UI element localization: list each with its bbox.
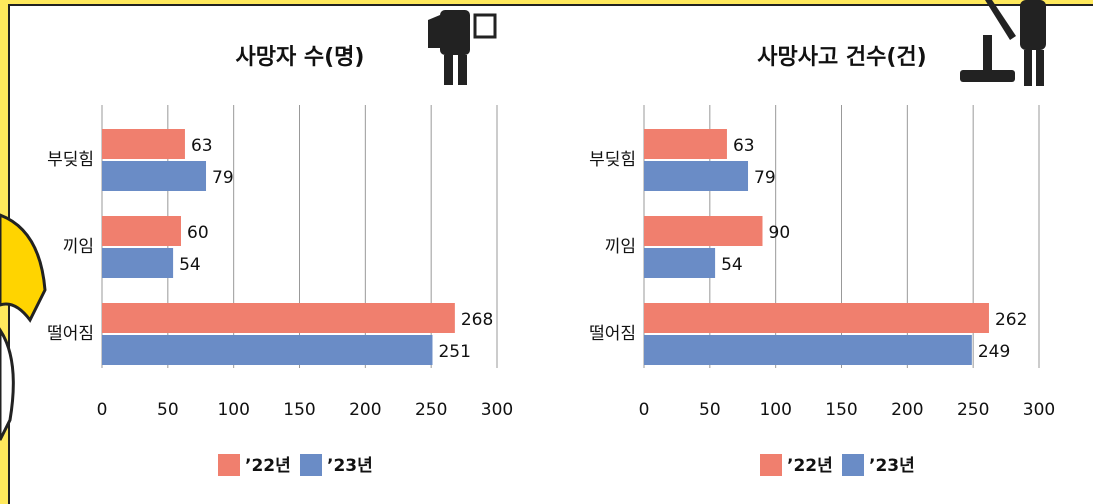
data-label: 251 bbox=[438, 342, 470, 362]
bar bbox=[102, 161, 206, 191]
legend-swatch bbox=[760, 454, 782, 476]
bar bbox=[644, 303, 989, 333]
x-tick-label: 300 bbox=[1023, 400, 1055, 420]
legend-swatch bbox=[300, 454, 322, 476]
x-tick-label: 250 bbox=[957, 400, 989, 420]
x-tick-label: 0 bbox=[97, 400, 108, 420]
bar bbox=[102, 335, 432, 365]
bar bbox=[102, 129, 185, 159]
legend-label: ’22년 bbox=[787, 456, 833, 476]
data-label: 268 bbox=[461, 310, 493, 330]
y-tick-label: 끼임 bbox=[605, 237, 636, 257]
data-label: 249 bbox=[978, 342, 1010, 362]
x-tick-label: 100 bbox=[759, 400, 791, 420]
bar bbox=[102, 303, 455, 333]
data-label: 54 bbox=[179, 255, 201, 275]
bar bbox=[102, 216, 181, 246]
chart-title: 사망사고 건수(건) bbox=[757, 45, 926, 70]
bar bbox=[644, 129, 727, 159]
chart-title: 사망자 수(명) bbox=[236, 45, 365, 70]
x-tick-label: 150 bbox=[283, 400, 315, 420]
y-tick-label: 끼임 bbox=[63, 237, 94, 257]
legend-label: ’22년 bbox=[245, 456, 291, 476]
x-tick-label: 200 bbox=[349, 400, 381, 420]
data-label: 79 bbox=[754, 168, 776, 188]
legend-swatch bbox=[218, 454, 240, 476]
bar bbox=[644, 216, 763, 246]
data-label: 63 bbox=[733, 136, 755, 156]
data-label: 79 bbox=[212, 168, 234, 188]
data-label: 90 bbox=[769, 223, 791, 243]
x-tick-label: 50 bbox=[157, 400, 179, 420]
x-tick-label: 250 bbox=[415, 400, 447, 420]
y-tick-label: 떨어짐 bbox=[589, 324, 636, 344]
bar bbox=[644, 248, 715, 278]
bar bbox=[102, 248, 173, 278]
page: 사망자 수(명) 0 50 100 150 200 250 300 부딪힘 63 79 끼임 60 54 떨… bbox=[0, 0, 1093, 504]
x-tick-label: 0 bbox=[639, 400, 650, 420]
y-tick-label: 부딪힘 bbox=[589, 150, 636, 170]
bar bbox=[644, 335, 972, 365]
x-tick-label: 200 bbox=[891, 400, 923, 420]
y-tick-label: 부딪힘 bbox=[47, 150, 94, 170]
x-tick-label: 50 bbox=[699, 400, 721, 420]
data-label: 60 bbox=[187, 223, 209, 243]
bar bbox=[644, 161, 748, 191]
data-label: 54 bbox=[721, 255, 743, 275]
legend-swatch bbox=[842, 454, 864, 476]
data-label: 262 bbox=[995, 310, 1027, 330]
x-tick-label: 100 bbox=[217, 400, 249, 420]
y-tick-label: 떨어짐 bbox=[47, 324, 94, 344]
x-tick-label: 300 bbox=[481, 400, 513, 420]
x-tick-label: 150 bbox=[825, 400, 857, 420]
legend-label: ’23년 bbox=[327, 456, 373, 476]
legend-label: ’23년 bbox=[869, 456, 915, 476]
data-label: 63 bbox=[191, 136, 213, 156]
